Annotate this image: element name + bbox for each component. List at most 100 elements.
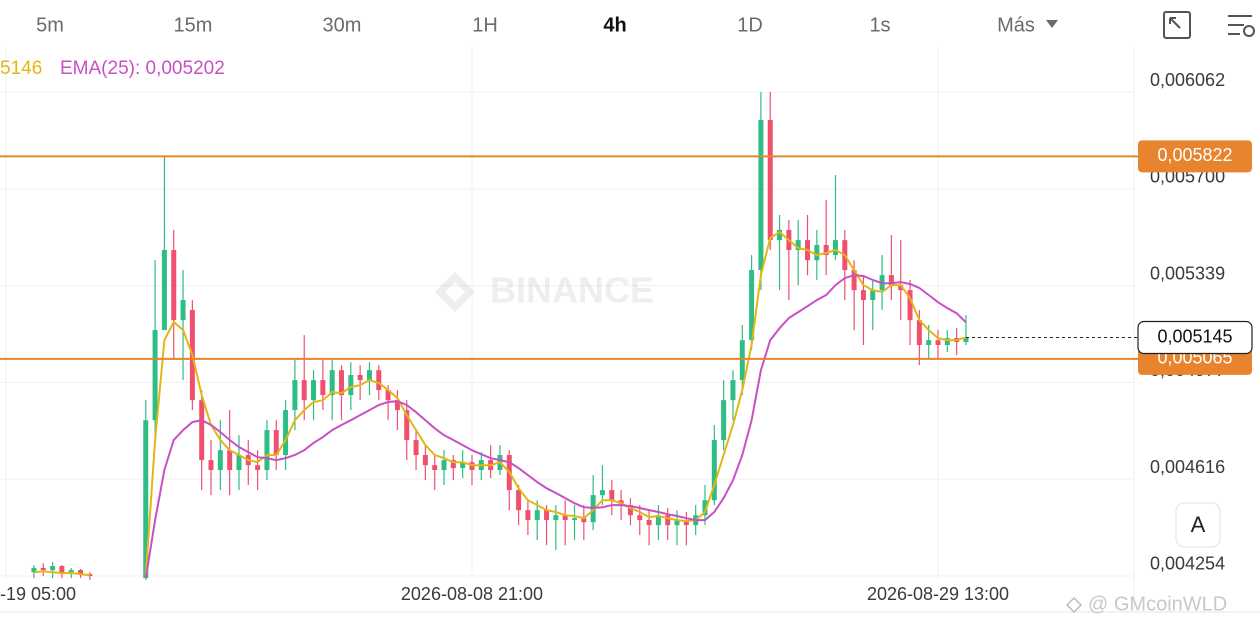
candle-body bbox=[646, 520, 652, 526]
y-tick-label: 0,005339 bbox=[1150, 263, 1225, 283]
candle-body bbox=[292, 380, 298, 411]
y-tick-label: 0,004616 bbox=[1150, 457, 1225, 477]
candle-body bbox=[208, 460, 214, 471]
timeframe-button[interactable]: 1D bbox=[737, 14, 763, 36]
candle-body bbox=[562, 515, 568, 521]
candle-body bbox=[143, 420, 149, 579]
timeframe-button[interactable]: 30m bbox=[323, 14, 362, 36]
candle-body bbox=[795, 240, 801, 251]
x-tick-label: 2026-08-08 21:00 bbox=[401, 584, 543, 604]
candle-body bbox=[78, 570, 84, 575]
candle-body bbox=[944, 338, 950, 346]
candle-body bbox=[404, 410, 410, 441]
candle-body bbox=[329, 370, 335, 396]
timeframe-button[interactable]: 5m bbox=[36, 14, 64, 36]
attribution-group: @ GMcoinWLD bbox=[1065, 593, 1227, 615]
grid bbox=[0, 45, 1134, 580]
settings-icon[interactable] bbox=[1228, 15, 1255, 37]
candle-body bbox=[749, 270, 755, 341]
candle-body bbox=[516, 490, 522, 511]
candle-body bbox=[758, 119, 764, 271]
reset-button-label[interactable]: A bbox=[1191, 512, 1206, 537]
candle-body bbox=[255, 465, 261, 471]
y-tick-label: 0,006062 bbox=[1150, 70, 1225, 90]
x-tick-label: 2026-08-29 13:00 bbox=[867, 584, 1009, 604]
candle-body bbox=[199, 400, 205, 461]
candle-body bbox=[320, 380, 326, 396]
toolbar: Más 5m 15m 30m 1H 4h 1D 1s bbox=[36, 11, 1255, 39]
candle-body bbox=[227, 450, 233, 471]
candle-body bbox=[450, 460, 456, 469]
candle-body bbox=[963, 337, 969, 343]
candle-body bbox=[441, 460, 447, 471]
candle-body bbox=[413, 440, 419, 456]
candle-body bbox=[301, 380, 307, 401]
candle-body bbox=[898, 285, 904, 291]
candle-body bbox=[31, 567, 37, 573]
attribution: @ GMcoinWLD bbox=[1088, 593, 1227, 615]
level-label: 0,005822 bbox=[1157, 145, 1232, 165]
watermark: BINANCE bbox=[490, 270, 654, 311]
watermark-logo: BINANCE bbox=[435, 270, 654, 312]
candle-body bbox=[432, 465, 438, 471]
last-price-tag bbox=[1137, 320, 1253, 355]
indicator-legend: EMA(25): 0,005202 bbox=[60, 58, 225, 79]
level-tag bbox=[1138, 140, 1252, 173]
indicator-line bbox=[33, 230, 967, 577]
more-caret[interactable] bbox=[1046, 20, 1058, 28]
more-button[interactable]: Más bbox=[997, 14, 1035, 36]
candle-body bbox=[674, 520, 680, 526]
candle-body bbox=[366, 370, 372, 381]
y-tick-label: 0,004254 bbox=[1150, 554, 1225, 574]
candle-body bbox=[376, 370, 382, 390]
x-tick-label: -19 05:00 bbox=[0, 584, 76, 604]
candle-body bbox=[683, 520, 689, 526]
candle-body bbox=[609, 490, 615, 501]
candle-body bbox=[236, 455, 242, 471]
candle-body bbox=[50, 566, 56, 571]
timeframe-button[interactable]: 4h bbox=[603, 14, 626, 36]
candle-body bbox=[385, 389, 391, 401]
candle-body bbox=[730, 380, 736, 401]
candle-body bbox=[870, 290, 876, 301]
candle-body bbox=[338, 370, 344, 396]
candle-body bbox=[851, 270, 857, 291]
candle-body bbox=[916, 320, 922, 346]
candle-body bbox=[581, 518, 587, 523]
reset-button[interactable] bbox=[1175, 502, 1221, 548]
candle-body bbox=[814, 244, 820, 261]
timeframe-button[interactable]: 1H bbox=[472, 14, 498, 36]
candle-body bbox=[357, 374, 363, 381]
candle-body bbox=[40, 567, 46, 571]
candle-body bbox=[553, 515, 559, 521]
candle-body bbox=[534, 510, 540, 521]
fullscreen-icon[interactable] bbox=[1163, 11, 1191, 39]
candle-body bbox=[665, 515, 671, 526]
candle-body bbox=[59, 566, 65, 573]
timeframe-button[interactable]: 1s bbox=[869, 14, 890, 36]
candle-body bbox=[460, 462, 466, 469]
candle-body bbox=[171, 250, 177, 321]
overlay: 0,0060620,0057000,0053390,0049770,004616… bbox=[0, 58, 1253, 604]
reset-button-group[interactable]: A bbox=[1175, 502, 1221, 548]
candle-body bbox=[217, 450, 223, 471]
timeframe-button[interactable]: 15m bbox=[174, 14, 213, 36]
candle-body bbox=[273, 430, 279, 456]
attribution-logo bbox=[1065, 596, 1083, 614]
candle-body bbox=[926, 340, 932, 346]
candle-body bbox=[348, 374, 354, 396]
candle-body bbox=[739, 340, 745, 381]
candle-body bbox=[525, 510, 531, 521]
candle-body bbox=[544, 510, 550, 521]
candle-body bbox=[264, 430, 270, 471]
candle-body bbox=[68, 570, 74, 573]
last-price-label: 0,005145 bbox=[1157, 326, 1232, 346]
candle-body bbox=[823, 244, 829, 256]
candle-body bbox=[311, 380, 317, 401]
candle-body bbox=[655, 515, 661, 526]
candle-body bbox=[627, 505, 633, 516]
candle-body bbox=[599, 490, 605, 496]
candle-body bbox=[637, 515, 643, 521]
candle-body bbox=[283, 410, 289, 456]
